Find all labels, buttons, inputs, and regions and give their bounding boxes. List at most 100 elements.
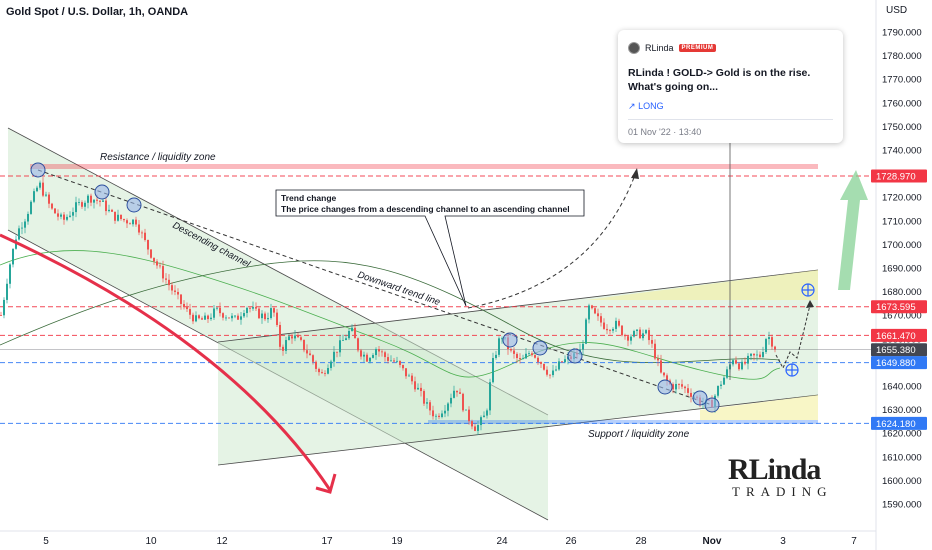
candle-body [633, 331, 635, 337]
candle-body [66, 216, 68, 220]
candle-body [759, 354, 761, 357]
projection-arrowhead [806, 300, 814, 308]
callout-body: The price changes from a descending chan… [281, 204, 570, 214]
candle-body [687, 388, 689, 393]
candle-body [363, 354, 365, 357]
candle-body [414, 381, 416, 390]
candle-body [315, 361, 317, 369]
candle-body [480, 417, 482, 426]
candle-body [747, 355, 749, 364]
candle-body [354, 327, 356, 339]
candle-body [330, 361, 332, 369]
candle-body [219, 307, 221, 314]
bearish-arrow [0, 233, 332, 491]
candle-body [444, 410, 446, 414]
y-tick-label: 1590.000 [882, 500, 922, 511]
candle-body [171, 285, 173, 291]
moving-average-short [0, 250, 781, 380]
candle-body [585, 319, 587, 344]
candle-body [618, 320, 620, 326]
x-tick-label: 17 [321, 536, 333, 547]
candle-body [264, 313, 266, 320]
y-tick-label: 1740.000 [882, 146, 922, 157]
candle-body [321, 372, 323, 374]
candle-body [741, 361, 743, 370]
price-axis: 1590.000 1600.000 1610.000 1620.000 1630.000… [882, 28, 922, 511]
candle-body [318, 368, 320, 373]
y-tick-label: 1790.000 [882, 28, 922, 39]
candle-body [174, 290, 176, 292]
author-avatar [628, 42, 640, 54]
candle-body [738, 363, 740, 370]
candle-body [117, 214, 119, 221]
candle-body [351, 327, 353, 331]
candle-body [474, 426, 476, 431]
support-zone-band [428, 420, 818, 424]
candle-body [450, 397, 452, 404]
candle-body [327, 368, 329, 374]
candle-body [357, 338, 359, 351]
candle-body [225, 317, 227, 319]
candle-body [411, 375, 413, 382]
candle-body [153, 257, 155, 262]
touch-marker [532, 340, 548, 356]
candle-body [735, 360, 737, 364]
candle-body [492, 357, 494, 383]
candle-body [285, 340, 287, 351]
candle-body [534, 355, 536, 358]
candle-body [3, 299, 5, 316]
candle-body [150, 249, 152, 258]
candle-body [231, 315, 233, 319]
candle-body [12, 248, 14, 265]
candle-body [75, 202, 77, 213]
candle-body [300, 337, 302, 340]
candle-body [387, 357, 389, 361]
candle-body [366, 354, 368, 362]
idea-title[interactable]: RLinda ! GOLD-> Gold is on the rise. Wha… [628, 67, 811, 93]
candle-body [666, 375, 668, 381]
price-label: 1655.380 [876, 345, 916, 356]
candle-body [528, 353, 530, 355]
touch-marker [94, 184, 110, 200]
y-tick-label: 1720.000 [882, 193, 922, 204]
candle-body [639, 329, 641, 339]
candle-body [423, 391, 425, 404]
candle-body [126, 220, 128, 224]
y-tick-label: 1780.000 [882, 51, 922, 62]
candle-body [78, 202, 80, 203]
price-label-box [871, 328, 927, 342]
idea-card[interactable]: RLinda PREMIUM RLinda ! GOLD-> Gold is o… [618, 30, 843, 143]
candle-body [384, 352, 386, 358]
candle-body [654, 343, 656, 359]
candle-body [216, 307, 218, 309]
candle-body [60, 214, 62, 217]
candle-body [246, 307, 248, 314]
candle-body [552, 370, 554, 376]
candle-body [609, 330, 611, 332]
candle-body [462, 393, 464, 411]
candle-body [57, 213, 59, 217]
candle-body [756, 354, 758, 356]
candle-body [555, 369, 557, 371]
premium-badge: PREMIUM [678, 44, 717, 52]
candle-body [177, 291, 179, 295]
touch-marker [692, 390, 708, 406]
candle-body [396, 360, 398, 362]
x-tick-label: 19 [391, 536, 403, 547]
candle-body [762, 352, 764, 357]
idea-direction-label: LONG [638, 101, 664, 111]
bullish-arrow [838, 170, 868, 290]
y-tick-label: 1710.000 [882, 216, 922, 227]
author-name[interactable]: RLinda [645, 43, 674, 53]
candle-body [123, 219, 125, 221]
candle-body [540, 361, 542, 364]
candle-body [114, 211, 116, 221]
price-label-box [871, 343, 927, 357]
candle-body [408, 375, 410, 377]
candle-body [516, 353, 518, 359]
candle-body [753, 353, 755, 356]
candle-body [675, 384, 677, 390]
candle-body [204, 315, 206, 320]
candle-body [243, 313, 245, 317]
